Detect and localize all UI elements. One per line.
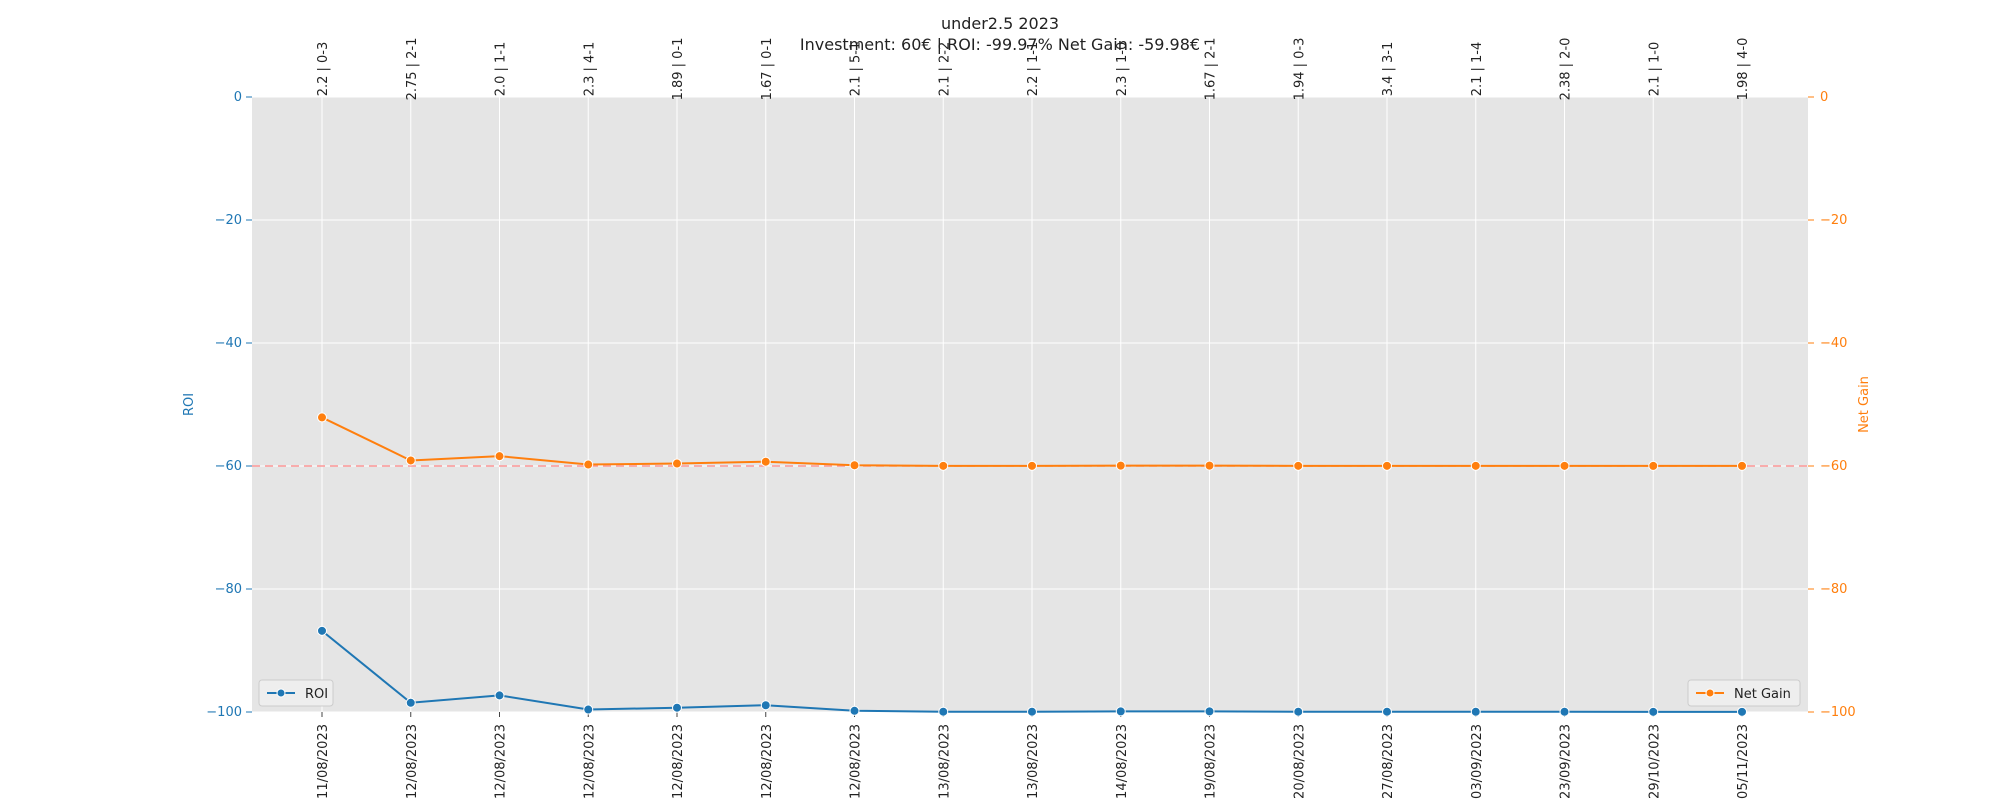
data-point-net-gain <box>405 455 416 466</box>
data-point-net-gain <box>938 460 949 471</box>
y-axis-label-right: Net Gain <box>1857 376 1872 433</box>
legend-net-gain: Net Gain <box>1687 679 1801 707</box>
y-tick-label-right: −60 <box>1820 459 1847 474</box>
data-point-roi <box>1648 706 1659 717</box>
y-axis-label-left: ROI <box>182 393 197 416</box>
y-tick-label-right: −80 <box>1820 582 1847 597</box>
x-tick-label: 29/10/2023 <box>1647 724 1662 799</box>
data-point-net-gain <box>1737 460 1747 471</box>
legend-net-gain-box <box>1687 679 1801 707</box>
top-label: 1.67 | 0-1 <box>760 38 775 101</box>
y-tick-label-left: −40 <box>215 336 242 351</box>
data-point-net-gain <box>1204 460 1215 471</box>
data-point-net-gain <box>494 451 505 462</box>
top-label: 2.1 | 1-0 <box>1647 42 1662 97</box>
data-point-net-gain <box>1470 460 1481 471</box>
data-point-roi <box>405 697 416 708</box>
legend-roi-marker <box>276 688 286 698</box>
data-point-net-gain <box>317 412 327 423</box>
x-tick-label: 12/08/2023 <box>849 724 864 799</box>
top-label: 3.4 | 3-1 <box>1381 42 1396 97</box>
y-tick-label-left: −80 <box>215 582 242 597</box>
top-label: 2.1 | 2-2 <box>937 42 952 97</box>
y-tick-label-right: −100 <box>1820 705 1856 720</box>
y-tick-label-left: −20 <box>215 213 242 228</box>
top-label: 2.2 | 1-1 <box>1026 42 1041 97</box>
data-point-net-gain <box>1648 460 1659 471</box>
legend-net-gain-marker <box>1705 688 1715 698</box>
x-tick-label: 12/08/2023 <box>494 724 509 799</box>
data-point-roi <box>1470 706 1481 717</box>
data-point-roi <box>1204 706 1215 717</box>
x-tick-label: 20/08/2023 <box>1292 724 1307 799</box>
x-tick-label: 23/09/2023 <box>1559 724 1574 799</box>
data-point-roi <box>1115 706 1126 717</box>
y-tick-label-left: −100 <box>206 705 242 720</box>
top-label: 2.75 | 2-1 <box>405 38 420 101</box>
data-point-net-gain <box>1293 460 1304 471</box>
x-tick-label: 12/08/2023 <box>582 724 597 799</box>
data-point-roi <box>1293 706 1304 717</box>
x-tick-label: 27/08/2023 <box>1381 724 1396 799</box>
top-label: 2.0 | 1-1 <box>494 42 509 97</box>
labels: 0 0 −20 −20 −40 −40 −60 −60 −80 −80 −100 −100 11/08/… <box>206 38 1855 799</box>
legend-net-gain-label: Net Gain <box>1734 687 1791 702</box>
legend-roi-label: ROI <box>305 687 328 702</box>
data-point-roi <box>1382 706 1392 717</box>
x-tick-label: 12/08/2023 <box>760 724 775 799</box>
x-tick-label: 19/08/2023 <box>1204 724 1219 799</box>
top-label: 1.94 | 0-3 <box>1292 38 1307 101</box>
x-tick-label: 03/09/2023 <box>1470 724 1485 799</box>
data-point-net-gain <box>583 459 594 470</box>
top-label: 2.3 | 1-0 <box>1115 42 1130 97</box>
x-tick-label: 12/08/2023 <box>671 724 686 799</box>
y-tick-label-left: 0 <box>234 90 242 105</box>
data-point-roi <box>1559 706 1570 717</box>
y-tick-label-left: −60 <box>215 459 242 474</box>
data-point-roi <box>1027 706 1037 717</box>
chart-subtitle: Investment: 60€ | ROI: -99.97% Net Gain:… <box>800 35 1200 54</box>
top-label: 2.3 | 4-1 <box>582 42 597 97</box>
data-point-net-gain <box>1382 460 1392 471</box>
x-tick-label: 11/08/2023 <box>316 724 331 799</box>
chart-title: under2.5 2023 <box>941 14 1059 33</box>
x-tick-label: 13/08/2023 <box>1026 724 1041 799</box>
data-point-roi <box>672 702 682 713</box>
data-point-roi <box>760 700 771 711</box>
legend-roi: ROI <box>258 679 334 707</box>
x-tick-label: 12/08/2023 <box>405 724 420 799</box>
top-label: 2.2 | 0-3 <box>316 42 331 97</box>
plot-area <box>252 97 1808 712</box>
data-point-net-gain <box>760 456 771 467</box>
y-tick-label-right: −20 <box>1820 213 1847 228</box>
top-label: 1.67 | 2-1 <box>1204 38 1219 101</box>
top-label: 2.1 | 1-4 <box>1470 42 1485 97</box>
data-point-roi <box>849 705 860 716</box>
x-tick-label: 13/08/2023 <box>937 724 952 799</box>
x-tick-label: 14/08/2023 <box>1115 724 1130 799</box>
data-point-net-gain <box>1027 460 1037 471</box>
x-tick-label: 05/11/2023 <box>1736 724 1751 799</box>
top-label: 1.89 | 0-1 <box>671 38 686 101</box>
series-group <box>317 412 1747 717</box>
top-label: 2.1 | 5-1 <box>849 42 864 97</box>
data-point-roi <box>494 690 505 701</box>
data-point-net-gain <box>1559 460 1570 471</box>
data-point-net-gain <box>1115 460 1126 471</box>
y-tick-label-right: −40 <box>1820 336 1847 351</box>
y-tick-label-right: 0 <box>1820 90 1828 105</box>
data-point-roi <box>317 625 327 636</box>
data-point-roi <box>1737 706 1747 717</box>
top-label: 1.98 | 4-0 <box>1736 38 1751 101</box>
data-point-roi <box>583 704 594 715</box>
legend-roi-box <box>258 679 334 707</box>
top-label: 2.38 | 2-0 <box>1559 38 1574 101</box>
data-point-net-gain <box>849 460 860 471</box>
data-point-net-gain <box>672 458 682 469</box>
data-point-roi <box>938 706 949 717</box>
